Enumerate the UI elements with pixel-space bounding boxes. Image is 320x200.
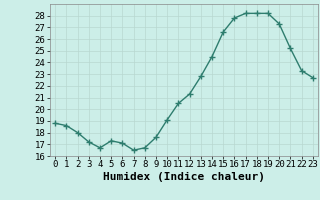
X-axis label: Humidex (Indice chaleur): Humidex (Indice chaleur) [103,172,265,182]
